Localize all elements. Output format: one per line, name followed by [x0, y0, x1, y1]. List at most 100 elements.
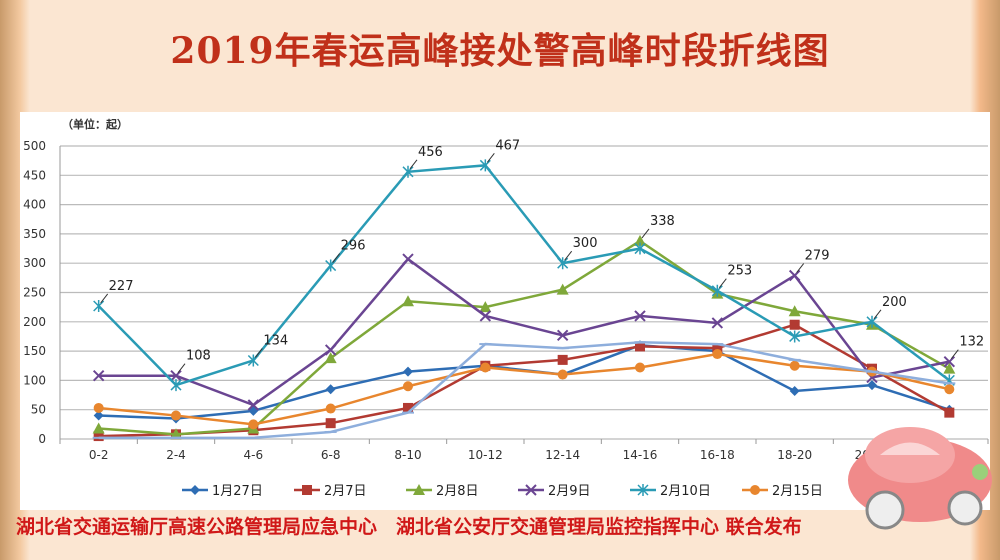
data-point	[634, 234, 646, 246]
data-label: 467	[495, 138, 520, 153]
legend-label: 2月10日	[660, 484, 711, 499]
data-point	[403, 381, 413, 392]
series-line-1月27日	[98, 343, 950, 420]
data-point	[302, 485, 312, 495]
data-point	[789, 330, 801, 343]
data-point	[557, 354, 568, 365]
chart-panel	[20, 112, 990, 510]
data-point	[712, 349, 723, 360]
annotation-leader	[950, 349, 959, 359]
legend-label: 1月27日	[212, 484, 263, 499]
data-point	[557, 257, 569, 270]
data-point	[556, 283, 569, 295]
data-point	[247, 399, 260, 411]
annotation-leader	[796, 263, 805, 273]
data-point	[402, 295, 414, 307]
x-tick-label: 6-8	[321, 448, 341, 462]
legend-label: 2月8日	[436, 484, 479, 499]
data-point	[635, 341, 645, 352]
data-point	[325, 403, 336, 414]
data-point	[325, 259, 337, 272]
y-tick-label: 0	[38, 432, 46, 446]
data-point	[634, 310, 646, 322]
data-point	[711, 284, 723, 297]
data-point	[788, 269, 801, 282]
legend-label: 2月15日	[772, 484, 823, 499]
data-point	[170, 428, 182, 440]
annotation-leader	[177, 363, 186, 374]
data-point	[92, 370, 105, 382]
series-line-2月15日	[98, 352, 950, 426]
data-point	[525, 484, 537, 496]
annotation-leader	[100, 293, 109, 304]
data-point	[789, 319, 800, 330]
data-point	[93, 402, 104, 413]
data-point	[93, 431, 104, 442]
data-point	[402, 165, 414, 178]
data-point	[712, 343, 723, 354]
data-label: 338	[650, 214, 675, 229]
data-point	[171, 410, 181, 421]
series-line-2月9日	[98, 257, 950, 407]
annotation-leader	[254, 348, 263, 358]
data-point	[479, 310, 492, 322]
annotation-leader	[873, 309, 882, 320]
series-line-2月7日	[98, 323, 950, 438]
data-label: 134	[263, 333, 288, 348]
data-label: 227	[109, 279, 134, 294]
x-tick-label: 10-12	[468, 448, 503, 462]
data-point	[557, 369, 568, 380]
data-label: 200	[882, 295, 907, 310]
x-tick-label: 12-14	[545, 448, 580, 462]
x-tick-label: 14-16	[623, 448, 658, 462]
data-label: 253	[727, 264, 752, 279]
data-point	[750, 485, 760, 495]
annotation-leader	[564, 250, 573, 261]
data-point	[637, 484, 649, 496]
chart-title: 2019年春运高峰接处警高峰时段折线图	[170, 30, 830, 72]
y-tick-label: 150	[23, 344, 46, 358]
annotation-leader	[409, 159, 418, 170]
data-point	[248, 419, 259, 430]
data-point	[247, 354, 259, 367]
legend-label: 2月7日	[324, 484, 367, 499]
unit-label: （单位：起）	[62, 117, 128, 131]
y-tick-label: 250	[23, 286, 46, 300]
y-tick-label: 450	[23, 168, 46, 182]
data-point	[480, 362, 491, 373]
data-point	[943, 362, 956, 374]
y-tick-label: 300	[23, 256, 46, 270]
data-point	[944, 384, 955, 395]
data-point	[866, 315, 878, 328]
series-line-2月20日	[98, 341, 950, 440]
data-label: 279	[805, 249, 830, 264]
data-point	[325, 384, 336, 395]
x-tick-label: 0-2	[89, 448, 109, 462]
data-point	[402, 253, 414, 265]
data-point	[789, 360, 800, 371]
data-point	[403, 402, 413, 413]
car-cartoon-icon	[848, 427, 992, 530]
y-tick-label: 350	[23, 227, 46, 241]
data-point	[479, 159, 491, 172]
footer-publisher: 湖北省交通运输厅高速公路管理局应急中心 湖北省公安厅交通管理局监控指挥中心 联合…	[16, 516, 802, 538]
data-point	[93, 410, 104, 421]
data-point	[324, 352, 337, 364]
data-label: 296	[341, 239, 366, 254]
y-tick-label: 400	[23, 198, 46, 212]
data-point	[634, 242, 646, 255]
data-label: 456	[418, 145, 443, 160]
data-point	[170, 370, 182, 382]
x-tick-label: 4-6	[244, 448, 264, 462]
series-line-2月10日	[97, 164, 951, 387]
legend-label: 2月9日	[548, 484, 591, 499]
y-tick-label: 50	[31, 403, 46, 417]
data-point	[789, 385, 800, 396]
data-point	[944, 407, 955, 418]
x-tick-label: 2-4	[166, 448, 186, 462]
data-label: 132	[959, 335, 984, 350]
y-tick-label: 200	[23, 315, 46, 329]
data-point	[93, 299, 105, 312]
data-point	[190, 485, 200, 495]
